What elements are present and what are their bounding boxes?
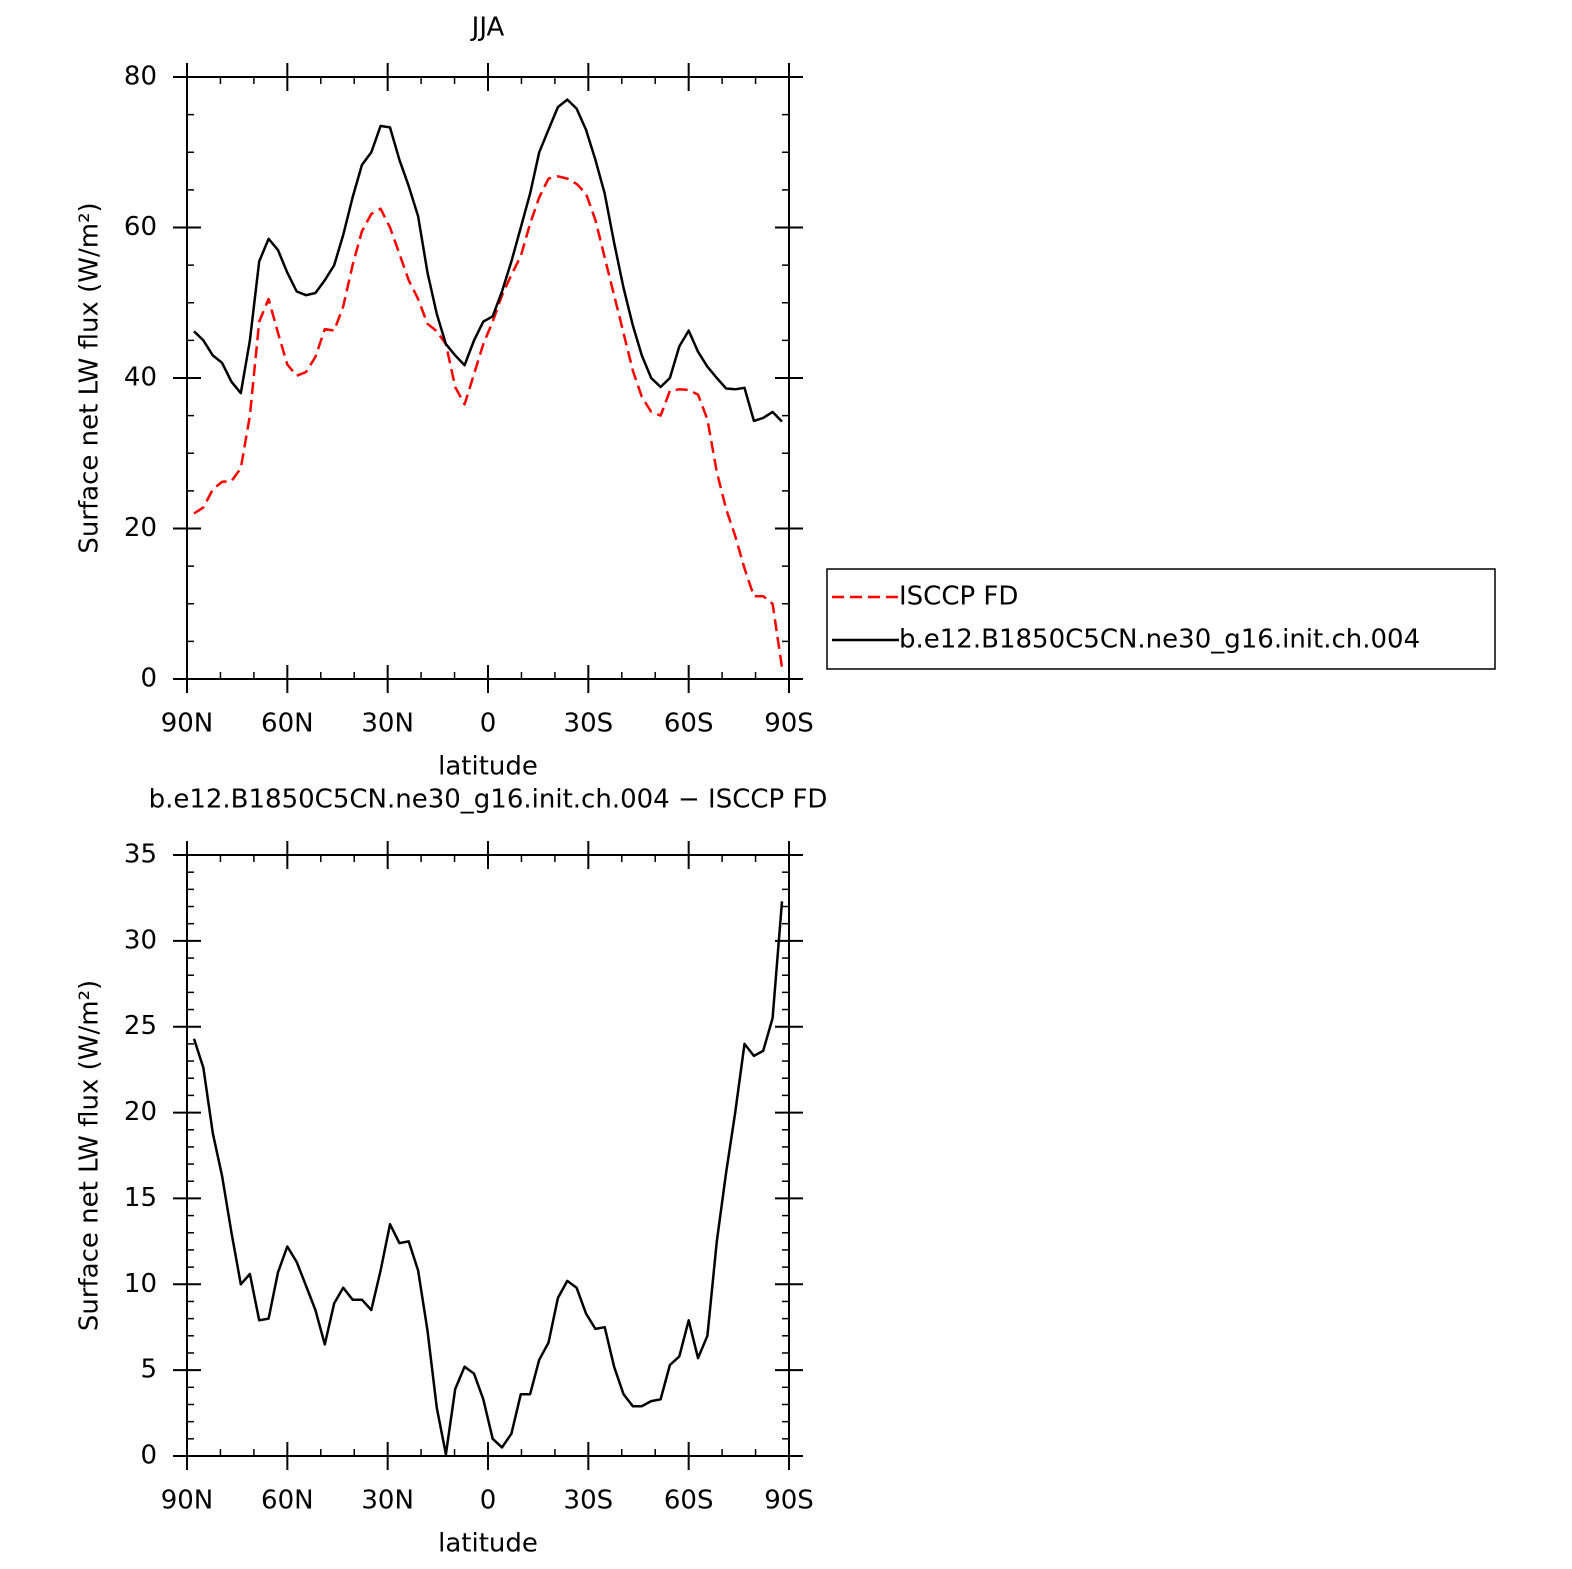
legend-label: b.e12.B1850C5CN.ne30_g16.init.ch.004 bbox=[899, 625, 1420, 655]
x-tick-label: 30N bbox=[361, 709, 414, 739]
y-axis-label: Surface net LW flux (W/m²) bbox=[75, 980, 105, 1331]
x-tick-label: 30S bbox=[564, 709, 614, 739]
plot-frame bbox=[186, 854, 790, 1457]
y-tick-label: 35 bbox=[124, 840, 157, 870]
plot-frame bbox=[186, 76, 790, 680]
y-tick-label: 10 bbox=[124, 1269, 157, 1299]
y-tick-label: 40 bbox=[124, 363, 157, 393]
x-tick-label: 60N bbox=[261, 709, 314, 739]
y-tick-label: 15 bbox=[124, 1183, 157, 1213]
x-tick-label: 0 bbox=[480, 1486, 497, 1516]
y-tick-label: 20 bbox=[124, 1097, 157, 1127]
y-tick-label: 25 bbox=[124, 1011, 157, 1041]
x-tick-label: 60S bbox=[664, 709, 714, 739]
data-line bbox=[193, 175, 784, 668]
data-line bbox=[192, 901, 784, 1456]
x-tick-label: 90S bbox=[764, 709, 814, 739]
x-axis-label: latitude bbox=[438, 752, 538, 782]
y-tick-label: 20 bbox=[124, 513, 157, 543]
chart-title: JJA bbox=[470, 13, 505, 43]
y-tick-label: 5 bbox=[140, 1355, 157, 1385]
y-tick-label: 60 bbox=[124, 212, 157, 242]
y-tick-label: 30 bbox=[124, 925, 157, 955]
x-tick-label: 0 bbox=[480, 709, 497, 739]
x-tick-label: 90N bbox=[161, 1486, 214, 1516]
data-line bbox=[193, 98, 783, 423]
legend-box bbox=[826, 568, 1496, 670]
x-axis-label: latitude bbox=[438, 1529, 538, 1559]
y-tick-label: 0 bbox=[140, 664, 157, 694]
x-tick-label: 60S bbox=[664, 1486, 714, 1516]
x-tick-label: 90S bbox=[764, 1486, 814, 1516]
x-tick-label: 60N bbox=[261, 1486, 314, 1516]
x-tick-label: 30S bbox=[564, 1486, 614, 1516]
y-tick-label: 80 bbox=[124, 62, 157, 92]
x-tick-label: 90N bbox=[161, 709, 214, 739]
y-axis-label: Surface net LW flux (W/m²) bbox=[75, 202, 105, 553]
legend: ISCCP FD b.e12.B1850C5CN.ne30_g16.init.ch… bbox=[826, 568, 1496, 670]
y-tick-label: 0 bbox=[140, 1441, 157, 1471]
chart-title: b.e12.B1850C5CN.ne30_g16.init.ch.004 − I… bbox=[149, 785, 828, 815]
legend-label: ISCCP FD bbox=[899, 582, 1018, 612]
x-tick-label: 30N bbox=[361, 1486, 414, 1516]
